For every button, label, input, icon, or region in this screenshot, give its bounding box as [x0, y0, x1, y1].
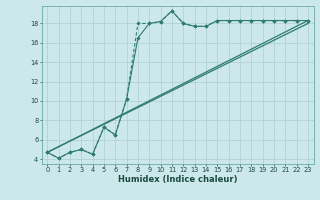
X-axis label: Humidex (Indice chaleur): Humidex (Indice chaleur): [118, 175, 237, 184]
